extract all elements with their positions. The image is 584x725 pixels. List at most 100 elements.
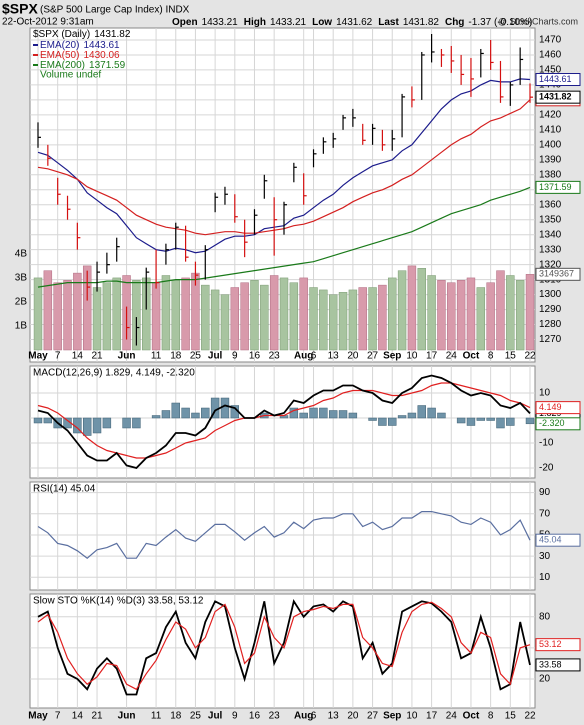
volume-bar <box>486 282 495 351</box>
legend-entry: EMA(200) 1371.59 <box>40 60 126 71</box>
volume-bar <box>427 275 436 351</box>
volume-bar <box>506 275 515 351</box>
x-tick-label: 11 <box>151 711 162 722</box>
legend-entry: EMA(20) 1443.61 <box>40 40 120 51</box>
histogram-bar <box>132 417 141 429</box>
volume-bar <box>328 294 338 351</box>
x-tick-label: Oct <box>463 351 480 362</box>
legend: RSI(14) 45.04 <box>33 484 96 495</box>
x-tick-label: 13 <box>328 351 340 362</box>
histogram-bar <box>407 412 417 419</box>
volume-bar <box>319 289 328 351</box>
x-tick-label: 22 <box>524 711 536 722</box>
volume-bar <box>407 265 417 351</box>
volume-bar <box>437 280 446 351</box>
y-tick-label: 1290 <box>539 304 562 315</box>
x-tick-label: 15 <box>505 351 517 362</box>
macd-line <box>37 382 531 459</box>
x-tick-label: 8 <box>488 351 494 362</box>
histogram-bar <box>309 407 318 419</box>
y-tick-label: 1270 <box>539 334 562 345</box>
quote-label: High <box>244 17 266 28</box>
histogram-bar <box>43 417 53 424</box>
histogram-bar <box>171 402 180 419</box>
index-name: (S&P 500 Large Cap Index) INDX <box>40 5 190 16</box>
volume-bar <box>368 287 377 351</box>
x-tick-label: 14 <box>72 711 84 722</box>
value-box: 33.58 <box>535 658 581 672</box>
volume-bar <box>92 287 102 351</box>
volume-bar <box>112 277 121 351</box>
y-tick-label: 1340 <box>539 229 562 240</box>
y-tick-label: 1460 <box>539 50 562 61</box>
volume-bar <box>299 277 308 351</box>
macd-line <box>37 374 531 470</box>
x-tick-label: Jun <box>118 351 136 362</box>
histogram-bar <box>328 410 338 419</box>
volume-tick-label: 1B <box>15 321 28 332</box>
x-tick-label: 21 <box>91 711 103 722</box>
x-tick-label: 7 <box>55 351 61 362</box>
x-tick-label: 25 <box>190 351 202 362</box>
volume-bar <box>378 284 387 351</box>
legend-value: 1371.59 <box>89 60 126 71</box>
value-box-label: 45.04 <box>539 535 562 545</box>
histogram-bar <box>82 417 92 436</box>
histogram-bar <box>338 410 348 419</box>
volume-bar <box>220 294 230 351</box>
y-tick-label: 1400 <box>539 139 562 150</box>
histogram-bar <box>388 417 397 426</box>
histogram-bar <box>181 407 190 419</box>
y-tick-label: 1330 <box>539 244 562 255</box>
y-tick-label: 70 <box>539 508 551 519</box>
x-tick-label: 15 <box>505 711 517 722</box>
indicator-line <box>37 601 531 691</box>
quote-label: Low <box>312 17 332 28</box>
volume-bar <box>230 287 240 351</box>
histogram-bar <box>427 407 436 419</box>
y-tick-label: 80 <box>539 611 551 622</box>
histogram-bar <box>122 417 131 429</box>
x-tick-label: 27 <box>367 711 379 722</box>
volume-bar <box>269 275 279 351</box>
quote: Chg -1.37 (-0.10%) <box>445 17 532 28</box>
volume-bar <box>476 287 486 351</box>
value-box-bg <box>535 658 581 672</box>
x-tick-label: 17 <box>426 711 438 722</box>
y-tick-label: 1450 <box>539 65 562 76</box>
y-tick-label: -20 <box>539 463 554 474</box>
indicator-line <box>37 511 531 559</box>
value-box-bg <box>535 267 581 281</box>
histogram-bar <box>191 412 200 419</box>
volume-bar <box>417 268 426 351</box>
value-box: 3149367 <box>535 267 581 281</box>
histogram-bar <box>378 417 387 426</box>
legend-value: 1430.06 <box>83 50 120 61</box>
value-box: 1443.61 <box>535 73 581 87</box>
value-box: 45.04 <box>535 533 581 547</box>
quote-value: 1431.62 <box>336 17 373 28</box>
y-tick-label: 1360 <box>539 199 562 210</box>
value-box-label: 1443.61 <box>539 74 572 84</box>
y-tick-label: 1410 <box>539 124 562 135</box>
x-tick-label: 6 <box>311 351 317 362</box>
value-box: 1371.59 <box>535 180 581 194</box>
date: 22-Oct-2012 9:31am <box>2 17 94 28</box>
y-tick-label: 10 <box>539 388 551 399</box>
histogram-bar <box>496 417 505 429</box>
symbol: $SPX <box>2 1 38 17</box>
x-tick-label: 23 <box>269 351 281 362</box>
histogram-bar <box>348 412 358 419</box>
value-box-label: 3149367 <box>539 269 574 279</box>
y-tick-label: 30 <box>539 551 551 562</box>
legend-name: $SPX (Daily) <box>33 29 90 40</box>
volume-bar <box>132 280 141 351</box>
volume-bar <box>201 284 210 351</box>
quote: Low 1431.62 <box>312 17 373 28</box>
volume-bar <box>279 277 289 351</box>
histogram-bar <box>466 417 476 426</box>
x-tick-label: Sep <box>383 351 401 362</box>
quote-label: Open <box>172 17 198 28</box>
x-tick-label: 18 <box>170 351 182 362</box>
legend-entry: Volume undef <box>40 70 101 81</box>
